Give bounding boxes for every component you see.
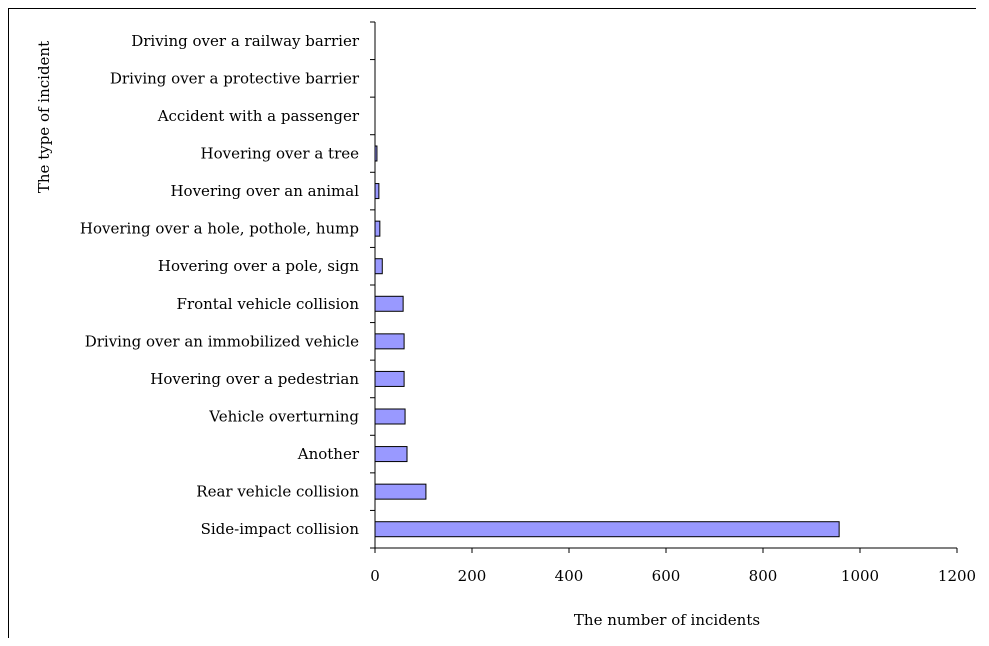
bar: [374, 408, 406, 425]
bar: [374, 446, 408, 463]
x-tick-label: 600: [652, 567, 681, 585]
y-axis-title: The type of incident: [35, 41, 53, 193]
bar: [374, 183, 380, 200]
category-labels-group: Side-impact collision Rear vehicle collis…: [80, 32, 360, 538]
category-label: Vehicle overturning: [208, 408, 359, 426]
category-label: Hovering over a pole, sign: [158, 257, 359, 275]
category-label: Hovering over an animal: [170, 182, 359, 200]
bars-group: [374, 145, 840, 538]
category-label: Another: [297, 445, 360, 463]
category-label: Driving over an immobilized vehicle: [85, 332, 359, 350]
x-tick-label: 800: [749, 567, 778, 585]
bar: [374, 220, 381, 237]
x-tick-label: 400: [555, 567, 584, 585]
category-label: Driving over a protective barrier: [110, 69, 360, 87]
bar: [374, 258, 383, 275]
category-label: Driving over a railway barrier: [131, 32, 360, 50]
category-label: Hovering over a tree: [201, 145, 360, 163]
category-label: Accident with a passenger: [157, 107, 360, 125]
x-tick-label: 200: [458, 567, 487, 585]
category-label: Hovering over a hole, pothole, hump: [80, 220, 359, 238]
bar: [374, 521, 840, 538]
x-tick-label: 1200: [938, 567, 976, 585]
category-label: Rear vehicle collision: [196, 483, 359, 501]
bar: [374, 333, 405, 350]
bar: [374, 483, 427, 500]
category-label: Hovering over a pedestrian: [150, 370, 359, 388]
x-tick-label: 1000: [841, 567, 879, 585]
x-axis-title: The number of incidents: [574, 611, 760, 629]
category-label: Side-impact collision: [201, 520, 360, 538]
bar: [374, 370, 405, 387]
x-tick-label: 0: [370, 567, 380, 585]
bar: [374, 295, 404, 312]
category-label: Frontal vehicle collision: [177, 295, 360, 313]
x-tick-group: 0 200 400 600 800 1000 1200: [370, 21, 976, 585]
